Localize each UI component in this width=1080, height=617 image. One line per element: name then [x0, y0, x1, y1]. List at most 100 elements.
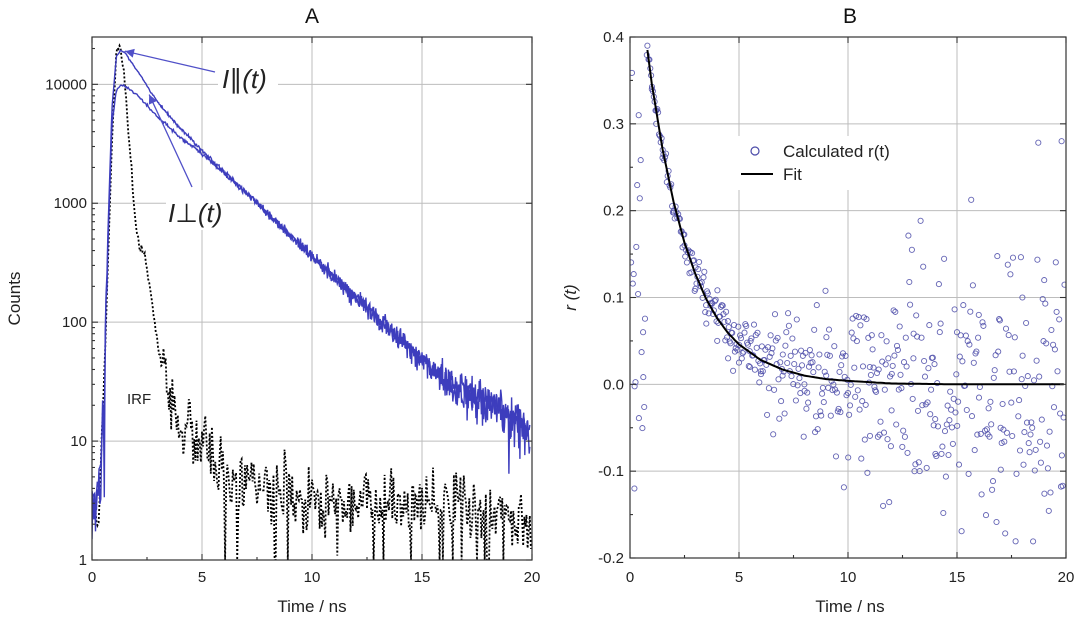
annotation-irf-label: IRF — [127, 391, 151, 408]
scatter-point — [989, 478, 997, 485]
scatter-point — [1032, 446, 1039, 453]
scatter-point — [893, 421, 900, 428]
scatter-point — [997, 466, 1004, 473]
scatter-point — [833, 389, 840, 396]
scatter-point — [737, 332, 744, 339]
panel-a-ytick-label: 10 — [70, 433, 87, 450]
scatter-point — [798, 362, 806, 369]
scatter-point — [1017, 254, 1024, 261]
scatter-point — [766, 353, 773, 360]
scatter-point — [975, 334, 982, 341]
scatter-point — [881, 386, 888, 393]
scatter-point — [996, 316, 1003, 323]
scatter-point — [1027, 431, 1034, 438]
scatter-point — [986, 433, 993, 440]
scatter-point — [819, 390, 826, 397]
scatter-point — [1031, 467, 1038, 474]
scatter-point — [974, 431, 981, 438]
scatter-point — [819, 384, 826, 391]
scatter-point — [921, 373, 929, 380]
scatter-point — [1042, 300, 1049, 307]
scatter-point — [859, 398, 866, 405]
scatter-point — [1041, 490, 1048, 497]
scatter-point — [967, 308, 974, 315]
scatter-point — [1053, 308, 1060, 315]
scatter-point — [703, 320, 710, 327]
scatter-point — [966, 341, 973, 348]
scatter-point — [771, 386, 778, 393]
scatter-point — [834, 408, 841, 415]
annotation-parallel-arrow-head — [125, 48, 135, 58]
scatter-point — [712, 296, 719, 303]
scatter-point — [1043, 340, 1050, 347]
scatter-point — [888, 370, 895, 377]
scatter-point — [774, 334, 781, 341]
scatter-point — [1043, 442, 1051, 449]
scatter-point — [832, 386, 839, 393]
legend: Calculated r(t) Fit — [735, 136, 945, 190]
scatter-point — [1009, 432, 1016, 440]
scatter-point — [865, 334, 872, 341]
scatter-point — [1025, 440, 1032, 447]
scatter-point — [748, 335, 755, 342]
scatter-point — [987, 398, 994, 405]
scatter-point — [683, 259, 690, 266]
scatter-point — [787, 352, 794, 359]
scatter-point — [959, 358, 966, 365]
scatter-point — [1041, 277, 1048, 284]
scatter-point — [814, 426, 821, 433]
annotation-parallel-label: I∥(t) — [222, 64, 267, 94]
scatter-point — [994, 253, 1001, 260]
scatter-point — [823, 334, 830, 341]
scatter-point — [630, 69, 636, 76]
scatter-point — [923, 464, 930, 471]
scatter-point — [902, 334, 909, 341]
scatter-point — [880, 429, 888, 436]
scatter-point — [850, 335, 857, 342]
scatter-point — [634, 182, 641, 189]
panel-b-xlabel: Time / ns — [815, 597, 884, 616]
scatter-point — [917, 217, 924, 224]
scatter-point — [721, 318, 728, 325]
scatter-point — [775, 376, 782, 383]
scatter-point — [926, 322, 933, 329]
scatter-point — [842, 352, 849, 359]
scatter-point — [812, 413, 820, 420]
scatter-point — [839, 353, 846, 360]
scatter-point — [901, 433, 908, 440]
scatter-point — [893, 342, 901, 349]
scatter-point — [1037, 459, 1044, 466]
scatter-point — [941, 255, 948, 262]
scatter-point — [727, 340, 734, 347]
panel-b: Calculated r(t) Fit 0 5 10 15 20 -0.2 -0.1 0.0 0.1… — [561, 5, 1074, 616]
scatter-point — [962, 332, 969, 339]
scatter-point — [925, 365, 932, 372]
scatter-point — [829, 387, 836, 394]
scatter-point — [952, 409, 959, 416]
scatter-point — [847, 381, 854, 388]
scatter-point — [999, 400, 1006, 408]
scatter-point — [746, 363, 753, 371]
scatter-point — [822, 287, 829, 294]
panel-b-ytick-label: 0.2 — [603, 203, 624, 220]
scatter-point — [757, 368, 764, 375]
scatter-point — [894, 346, 901, 354]
scatter-point — [888, 407, 895, 414]
panel-a-xtick-label: 5 — [198, 569, 206, 586]
scatter-point — [880, 502, 887, 509]
scatter-point — [912, 461, 919, 468]
scatter-point — [793, 316, 800, 323]
scatter-point — [988, 421, 995, 428]
scatter-point — [900, 427, 907, 434]
scatter-point — [873, 369, 881, 377]
scatter-point — [837, 409, 844, 416]
scatter-point — [1060, 414, 1066, 421]
scatter-point — [636, 195, 643, 202]
scatter-point — [732, 345, 739, 352]
scatter-point — [914, 407, 922, 414]
scatter-point — [955, 398, 962, 405]
scatter-point — [757, 360, 764, 367]
scatter-point — [938, 450, 945, 457]
scatter-point — [756, 379, 763, 386]
panel-b-ytick-label: 0.0 — [603, 376, 624, 393]
